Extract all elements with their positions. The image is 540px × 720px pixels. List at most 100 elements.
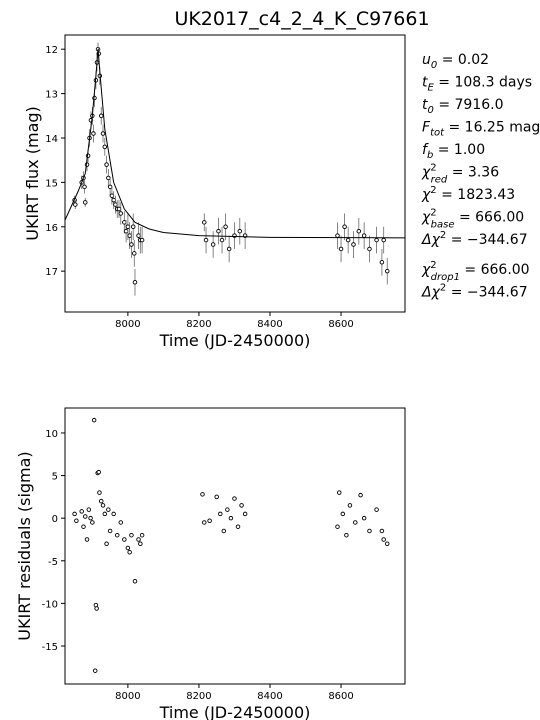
stat-symbol: χ [421, 165, 431, 181]
data-point [347, 503, 353, 508]
data-point [111, 197, 116, 203]
data-point [129, 242, 134, 247]
data-point [97, 490, 102, 495]
data-point [345, 237, 351, 243]
stat-sub: b [427, 150, 433, 161]
x-tick-label: 8600 [328, 691, 353, 702]
data-point [374, 237, 379, 243]
stat-symbol: χ [421, 187, 431, 203]
data-point [79, 509, 84, 514]
stat-sub: 0 [428, 105, 434, 116]
data-point [82, 184, 87, 190]
data-point [132, 280, 138, 285]
data-point [91, 131, 96, 136]
stat-value: = 0.02 [437, 52, 489, 68]
data-point [239, 503, 244, 508]
data-point [100, 503, 106, 508]
data-point [344, 532, 349, 538]
data-point [367, 246, 372, 252]
data-point [91, 417, 97, 423]
stat-sup: 2 [440, 283, 446, 294]
stat-symbol: χ [421, 210, 431, 226]
data-point [223, 224, 228, 230]
stat-symbol: t [422, 97, 428, 113]
data-point [106, 507, 111, 512]
data-point [109, 193, 115, 198]
data-point [338, 246, 344, 252]
stat-sub: drop1 [431, 272, 460, 283]
data-point [210, 242, 216, 247]
x-tick-label: 8200 [186, 319, 211, 330]
stat-sup: 2 [430, 208, 436, 219]
data-point [358, 492, 363, 498]
data-point [104, 162, 109, 167]
panel: 8000 8200 8400 8600 -15 -10 -5 0 5 10 Time (JD-245… [15, 407, 406, 720]
data-point [114, 532, 120, 538]
data-point [98, 113, 104, 119]
data-point [356, 228, 362, 234]
data-point [367, 528, 372, 534]
data-point [139, 532, 145, 538]
y-tick-label: 12 [45, 45, 58, 56]
y-tick-label: -10 [42, 599, 58, 610]
data-point [96, 469, 102, 475]
stat-symbol: F [422, 120, 431, 136]
data-point [242, 511, 248, 517]
data-point [381, 537, 386, 542]
x-tick-label: 8200 [186, 691, 211, 702]
data-point [342, 224, 347, 230]
data-point [125, 545, 131, 551]
model-line [65, 49, 405, 239]
y-tick-label: 16 [45, 223, 58, 234]
data-point [92, 668, 98, 673]
plot-area [65, 42, 405, 296]
data-point [381, 237, 386, 243]
data-point [72, 511, 77, 517]
x-tick-label: 8600 [328, 319, 353, 330]
data-point [132, 578, 138, 584]
axes-frame [64, 407, 406, 685]
stat-sup: 2 [440, 230, 446, 241]
stat-line: Ftot = 16.25 mag [422, 120, 540, 139]
data-point [106, 175, 111, 181]
data-point [73, 202, 78, 207]
stat-line: χ2 drop1 = 666.00 [421, 260, 530, 283]
stat-symbol: u [422, 52, 431, 68]
stat-sub: tot [430, 128, 445, 139]
data-point [107, 528, 113, 534]
x-tick-label: 8000 [115, 319, 140, 330]
data-point [98, 498, 104, 504]
y-axis-label: UKIRT residuals (sigma) [15, 451, 34, 640]
data-point [102, 511, 108, 517]
data-point [74, 518, 79, 523]
stat-sub: E [428, 83, 435, 94]
y-tick-label: 10 [45, 429, 58, 440]
stat-value: = 16.25 mag [444, 120, 540, 136]
data-point [104, 541, 109, 546]
data-point [83, 514, 88, 519]
data-point [207, 518, 212, 523]
data-point [237, 228, 243, 234]
data-point [351, 242, 356, 247]
y-tick-label: -5 [48, 557, 58, 568]
data-point [361, 233, 367, 238]
y-axis-label: UKIRT flux (mag) [23, 106, 42, 241]
data-point [127, 550, 132, 555]
data-point [118, 520, 124, 525]
data-point [123, 228, 129, 234]
stat-line: χ2 red = 3.36 [421, 163, 499, 186]
stat-value: = −344.67 [446, 232, 527, 248]
stat-value: = 1823.43 [437, 187, 516, 203]
data-point [100, 131, 106, 136]
data-point [127, 233, 132, 238]
data-point [90, 520, 95, 525]
y-tick-label: 14 [45, 134, 58, 145]
panel: 8000 8200 8400 8600 12 13 14 15 16 17 Time (JD-245… [23, 34, 406, 350]
data-point [228, 515, 234, 521]
x-tick-label: 8000 [115, 691, 140, 702]
stat-sub: 0 [431, 60, 437, 71]
data-point [235, 524, 241, 529]
stat-sup: 2 [430, 260, 436, 271]
x-axis-label: Time (JD-2450000) [159, 703, 311, 720]
